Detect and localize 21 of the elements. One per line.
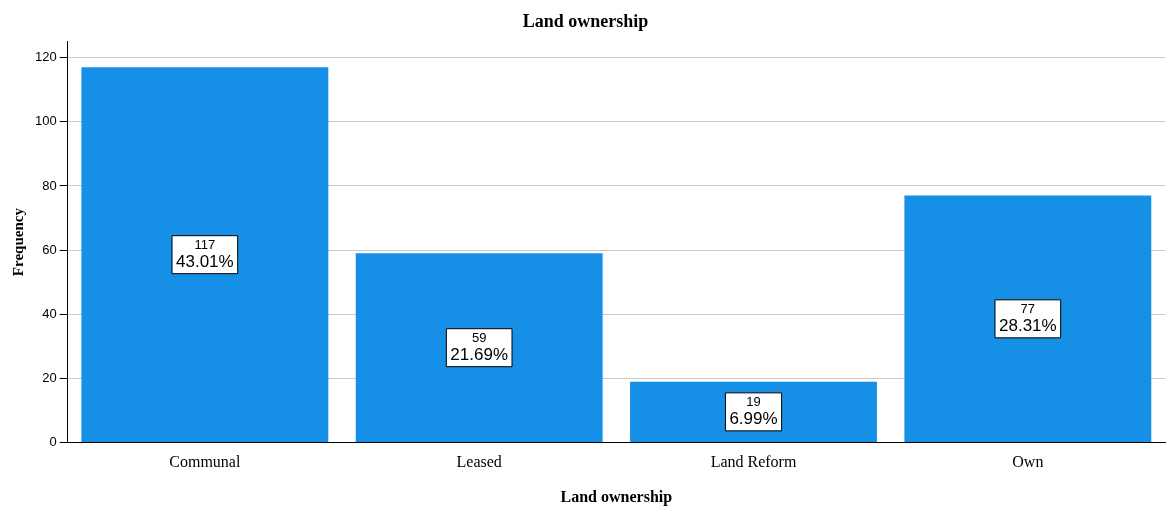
chart-title: Land ownership (522, 11, 649, 32)
x-tick-label: Leased (456, 453, 502, 471)
y-tick-label: 60 (42, 241, 57, 257)
y-tick-label: 40 (42, 305, 57, 321)
y-tick-label: 20 (42, 370, 57, 386)
x-axis-title: Land ownership (560, 487, 673, 506)
data-label: 59 21.69% (450, 329, 509, 364)
data-label: 117 43.01% (176, 236, 234, 271)
y-tick-label: 120 (34, 49, 57, 65)
bar (355, 253, 603, 443)
bar (81, 67, 329, 443)
x-tick-label: Own (1012, 453, 1044, 471)
data-label: 77 28.31% (999, 300, 1057, 336)
y-tick-label: 80 (42, 177, 57, 193)
bar (904, 195, 1152, 443)
x-tick-label: Land Reform (710, 453, 797, 471)
y-tick-label: 0 (49, 434, 57, 450)
y-tick-label: 100 (34, 113, 57, 129)
data-label: 19 6.99% (729, 393, 778, 429)
y-axis-title: Frequency (9, 207, 26, 277)
x-tick-label: Communal (169, 453, 241, 471)
